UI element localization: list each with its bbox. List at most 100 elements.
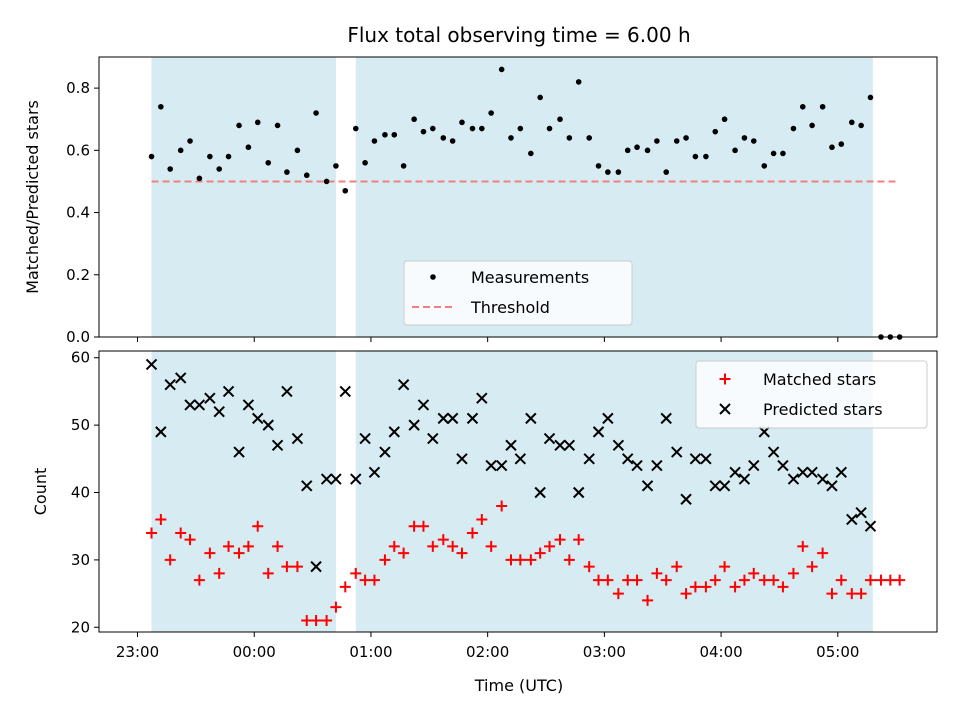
matched-star-marker [272, 540, 284, 552]
predicted-star-marker [602, 412, 614, 425]
matched-star-marker [476, 513, 488, 525]
matched-star-marker [875, 574, 887, 586]
predicted-star-marker [233, 446, 245, 458]
x-tick-label: 02:00 [466, 643, 509, 661]
measurement-point [732, 147, 738, 154]
x-axis-label: Time (UTC) [474, 676, 563, 695]
predicted-star-marker [816, 473, 829, 485]
predicted-star-marker [271, 439, 284, 452]
x-tick-label: 03:00 [583, 643, 626, 661]
matched-star-marker [864, 574, 876, 586]
predicted-star-marker [417, 399, 430, 411]
measurement-point [225, 153, 232, 160]
matched-star-marker [806, 561, 818, 573]
x-tick-label: 05:00 [816, 643, 859, 661]
matched-star-marker [642, 594, 654, 606]
measurement-point [352, 125, 359, 132]
predicted-star-marker [252, 412, 264, 425]
bottom-y-axis-label: Count [31, 468, 50, 516]
predicted-star-marker [320, 473, 333, 485]
measurement-point [595, 163, 602, 169]
predicted-star-marker [495, 459, 508, 472]
predicted-star-marker [222, 385, 235, 398]
matched-star-marker [301, 615, 313, 627]
predicted-star-marker [397, 378, 410, 391]
measurement-point [809, 122, 815, 129]
measurement-point [333, 163, 339, 169]
predicted-star-marker [748, 459, 760, 472]
measurement-point [624, 147, 631, 154]
measurement-point [673, 138, 680, 144]
y-tick-label: 0.0 [66, 328, 90, 346]
measurement-point [459, 119, 465, 126]
matched-star-marker [612, 588, 624, 600]
predicted-star-marker [330, 473, 342, 485]
predicted-star-marker [379, 446, 391, 458]
measurement-point [449, 138, 456, 144]
matched-star-marker [855, 588, 867, 600]
measurement-point [741, 135, 748, 141]
measurement-point [411, 116, 417, 123]
measurement-point [362, 159, 368, 166]
predicted-star-marker [534, 486, 546, 499]
measurement-point [537, 94, 543, 101]
matched-star-marker [310, 615, 322, 627]
legend-label-predicted: Predicted stars [763, 400, 883, 419]
measurement-point [167, 166, 173, 172]
matched-star-marker [437, 534, 449, 546]
matched-star-marker [544, 540, 556, 552]
predicted-star-marker [758, 426, 770, 438]
x-tick-label: 23:00 [116, 643, 159, 661]
measurement-point [790, 125, 797, 132]
matched-star-marker [213, 567, 225, 579]
measurement-point [867, 94, 874, 101]
y-tick-label: 0.8 [66, 79, 90, 97]
measurement-points [148, 66, 903, 340]
top-legend: Measurements Threshold [403, 260, 633, 326]
predicted-star-marker [184, 399, 196, 411]
legend-label-threshold: Threshold [470, 298, 550, 317]
predicted-star-marker [408, 419, 420, 431]
matched-star-marker [291, 561, 303, 573]
matched-star-marker [525, 554, 537, 566]
measurement-point [838, 141, 845, 147]
matched-star-marker [573, 534, 585, 546]
y-tick-label: 40 [71, 484, 90, 502]
matched-star-marker [797, 540, 809, 552]
bottom-x-ticks: 23:00 00:00 01:00 02:00 03:00 04:00 05:00 [116, 632, 859, 661]
matched-star-marker [155, 513, 167, 525]
predicted-star-marker [797, 466, 809, 479]
shaded-interval [151, 351, 336, 632]
matched-star-marker [894, 574, 906, 586]
matched-star-marker [709, 574, 721, 586]
measurement-point [683, 135, 689, 141]
matched-star-marker [146, 527, 158, 539]
y-tick-label: 0.4 [66, 204, 90, 222]
matched-star-marker [359, 574, 371, 586]
measurement-point [703, 153, 709, 160]
predicted-star-marker [689, 453, 702, 465]
measurement-point [254, 119, 261, 126]
matched-star-marker [593, 574, 605, 586]
predicted-star-marker [835, 466, 848, 479]
legend-predicted-marker [719, 403, 731, 415]
measurement-point [634, 144, 640, 151]
matched-star-marker [281, 561, 293, 573]
matched-star-marker [496, 500, 508, 512]
measurement-point [284, 169, 290, 175]
predicted-star-marker [787, 473, 800, 485]
predicted-star-marker [680, 493, 692, 505]
predicted-star-marker [301, 480, 313, 492]
measurement-point [303, 172, 310, 179]
matched-star-marker [583, 561, 595, 573]
measurement-point [566, 135, 573, 141]
matched-star-marker [252, 520, 264, 532]
predicted-star-marker [622, 453, 634, 465]
legend-box [403, 260, 633, 326]
measurement-point [819, 103, 826, 110]
measurement-point [158, 103, 164, 110]
measurement-point [508, 135, 514, 141]
measurement-point [313, 110, 319, 116]
predicted-star-marker [554, 439, 566, 452]
predicted-star-marker [777, 459, 789, 472]
